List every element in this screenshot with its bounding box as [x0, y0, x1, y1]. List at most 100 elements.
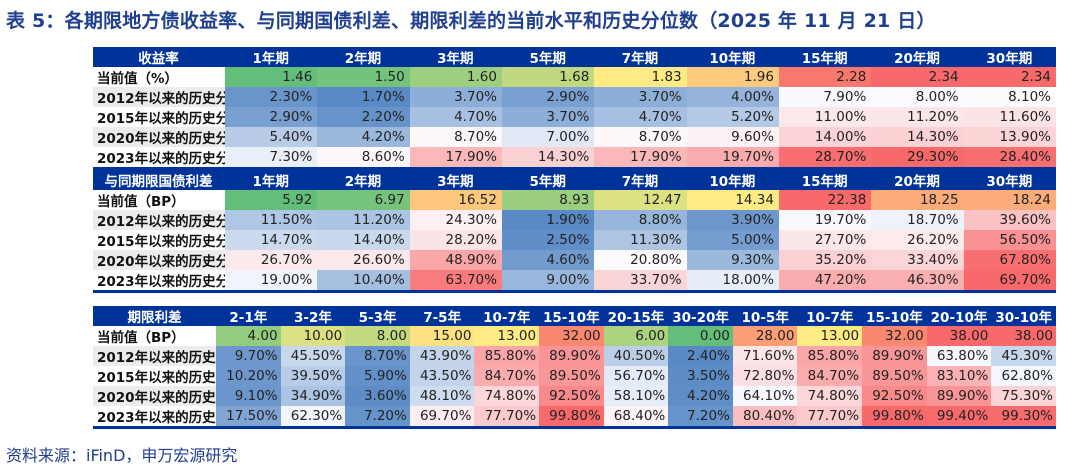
percentile-row: 2015年以来的历史分位数14.70%14.40%28.20%2.50%11.3… [93, 230, 1056, 250]
percentile-cell: 77.70% [797, 406, 863, 429]
column-header: 5-3年 [345, 306, 410, 326]
percentile-cell: 26.70% [225, 250, 318, 270]
percentile-cell: 40.50% [603, 346, 669, 366]
percentile-row: 2012年以来的历史分位数11.50%11.20%24.30%1.90%8.80… [93, 210, 1056, 230]
current-value-cell: 15.00 [409, 326, 475, 346]
percentile-cell: 7.30% [225, 147, 318, 170]
percentile-cell: 19.70% [778, 210, 872, 230]
percentile-cell: 89.90% [862, 346, 927, 366]
percentile-cell: 2.30% [225, 87, 318, 107]
percentile-cell: 48.90% [409, 250, 502, 270]
percentile-cell: 26.60% [317, 250, 410, 270]
percentile-cell: 26.20% [871, 230, 964, 250]
current-value-cell: 16.52 [409, 190, 502, 210]
section-1: 与同期限国债利差 1年期 2年期 3年期 5年期 7年期 10年期 15年期 20年期 30年期当… [93, 168, 1056, 293]
column-header: 5年期 [501, 168, 595, 190]
percentile-cell: 7.20% [668, 406, 733, 429]
row-label: 2020年以来的历史分位数 [93, 386, 216, 406]
percentile-cell: 33.70% [594, 270, 687, 293]
column-header: 2-1年 [216, 306, 281, 326]
column-header: 30-20年 [668, 306, 733, 326]
column-header: 15年期 [778, 168, 872, 190]
percentile-cell: 8.70% [594, 127, 687, 147]
percentile-cell: 8.80% [594, 210, 687, 230]
current-value-cell: 38.00 [991, 326, 1056, 346]
column-header: 20-15年 [603, 306, 669, 326]
percentile-cell: 69.70% [963, 270, 1056, 293]
percentile-cell: 18.70% [871, 210, 964, 230]
column-header: 7-5年 [409, 306, 475, 326]
percentile-cell: 72.80% [732, 366, 798, 386]
current-value-row: 当前值（BP） 5.92 6.97 16.52 8.93 12.47 14.34 22.38 1… [93, 190, 1056, 210]
percentile-cell: 28.70% [778, 147, 872, 170]
current-value-cell: 13.00 [797, 326, 863, 346]
percentile-cell: 92.50% [862, 386, 927, 406]
percentile-cell: 3.70% [501, 107, 595, 127]
row-label: 2015年以来的历史分位数 [97, 370, 216, 386]
percentile-cell: 84.70% [797, 366, 863, 386]
row-label: 2023年以来的历史分位数 [93, 270, 225, 293]
percentile-cell: 14.70% [225, 230, 318, 250]
column-header: 2年期 [317, 47, 410, 67]
percentile-cell: 69.70% [409, 406, 475, 429]
percentile-cell: 67.80% [963, 250, 1056, 270]
percentile-cell: 89.90% [926, 386, 992, 406]
term-spread-table: 期限利差 2-1年 3-2年 5-3年 7-5年 10-7年 15-10年 20-15年 30-… [93, 306, 1056, 429]
percentile-cell: 80.40% [732, 406, 798, 429]
current-value-cell: 5.92 [225, 190, 318, 210]
percentile-cell: 2.50% [501, 230, 595, 250]
percentile-cell: 75.30% [991, 386, 1056, 406]
current-value-cell: 18.25 [871, 190, 964, 210]
column-header: 20年期 [871, 47, 964, 67]
percentile-cell: 19.00% [225, 270, 318, 293]
percentile-cell: 4.60% [501, 250, 595, 270]
percentile-cell: 33.40% [871, 250, 964, 270]
percentile-cell: 14.00% [778, 127, 872, 147]
percentile-cell: 2.90% [225, 107, 318, 127]
percentile-cell: 89.50% [539, 366, 604, 386]
percentile-cell: 39.60% [963, 210, 1056, 230]
percentile-cell: 85.80% [797, 346, 863, 366]
yield-and-spread-table: 收益率 1年期 2年期 3年期 5年期 7年期 10年期 15年期 20年期 30年期当前值（%）… [93, 47, 1056, 293]
percentile-cell: 56.70% [603, 366, 669, 386]
percentile-cell: 56.50% [963, 230, 1056, 250]
percentile-cell: 11.50% [225, 210, 318, 230]
header-row: 与同期限国债利差 1年期 2年期 3年期 5年期 7年期 10年期 15年期 20年期 30年期 [93, 168, 1056, 190]
percentile-cell: 92.50% [539, 386, 604, 406]
percentile-cell: 68.40% [603, 406, 669, 429]
percentile-cell: 48.10% [409, 386, 475, 406]
row-label: 当前值（%） [97, 71, 179, 87]
column-header: 3年期 [409, 47, 502, 67]
percentile-row: 2020年以来的历史分位数26.70%26.60%48.90%4.60%20.8… [93, 250, 1056, 270]
percentile-cell: 62.80% [991, 366, 1056, 386]
percentile-cell: 2.20% [317, 107, 410, 127]
percentile-cell: 29.30% [871, 147, 964, 170]
current-value-cell: 2.34 [871, 67, 964, 87]
percentile-cell: 3.70% [409, 87, 502, 107]
column-header: 2年期 [317, 168, 410, 190]
percentile-cell: 19.70% [686, 147, 779, 170]
table-title: 表 5：各期限地方债收益率、与同期国债利差、期限利差的当前水平和历史分位数（20… [6, 10, 936, 32]
percentile-cell: 58.10% [603, 386, 669, 406]
header-row: 收益率 1年期 2年期 3年期 5年期 7年期 10年期 15年期 20年期 30年期 [93, 47, 1056, 67]
percentile-cell: 2.90% [501, 87, 595, 107]
current-value-cell: 1.46 [225, 67, 318, 87]
percentile-cell: 35.20% [778, 250, 872, 270]
percentile-row: 2020年以来的历史分位数5.40%4.20%8.70%7.00%8.70%9.… [93, 127, 1056, 147]
current-value-cell: 1.68 [501, 67, 595, 87]
percentile-cell: 34.90% [280, 386, 346, 406]
percentile-cell: 63.70% [409, 270, 502, 293]
row-label: 2020年以来的历史分位数 [93, 250, 225, 270]
percentile-cell: 9.60% [686, 127, 779, 147]
percentile-cell: 17.90% [594, 147, 687, 170]
percentile-row: 2015年以来的历史分位数2.90%2.20%4.70%3.70%4.70%5.… [93, 107, 1056, 127]
percentile-cell: 99.40% [926, 406, 992, 429]
row-label: 当前值（BP） [97, 194, 185, 210]
percentile-cell: 4.20% [668, 386, 733, 406]
percentile-cell: 8.70% [345, 346, 410, 366]
row-label: 2020年以来的历史分位数 [93, 127, 225, 147]
column-header: 1年期 [225, 47, 318, 67]
section-header: 收益率 [93, 47, 225, 67]
row-label: 当前值（BP） [97, 330, 185, 346]
percentile-row: 2023年以来的历史分位数7.30%8.60%17.90%14.30%17.90… [93, 147, 1056, 170]
